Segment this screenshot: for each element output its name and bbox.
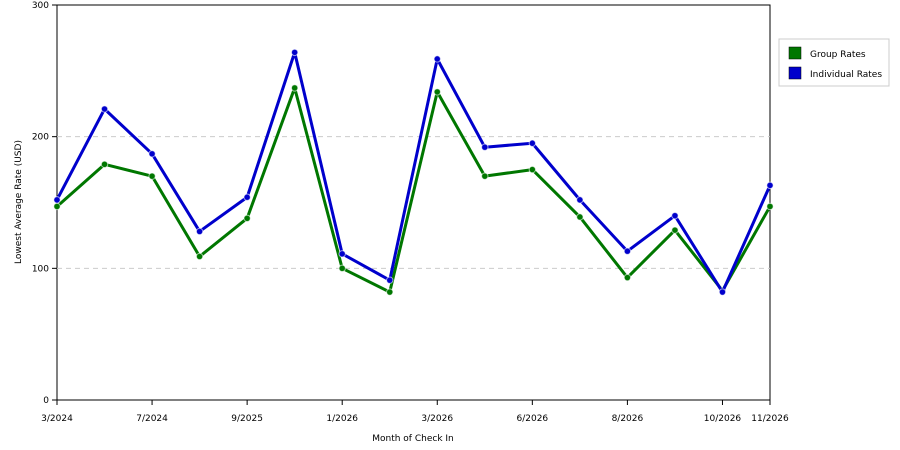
data-point-individual-rates bbox=[718, 288, 727, 296]
data-point-individual-rates bbox=[100, 105, 109, 113]
data-point-individual-rates bbox=[481, 143, 489, 151]
legend: Group Rates Individual Rates bbox=[778, 38, 890, 87]
x-tick-label: 11/2026 bbox=[751, 414, 789, 424]
y-tick-label: 0 bbox=[43, 396, 49, 406]
data-point-group-rates bbox=[195, 252, 204, 261]
data-point-individual-rates bbox=[243, 193, 251, 201]
data-point-group-rates bbox=[338, 264, 346, 273]
series-line-group-rates bbox=[56, 86, 772, 294]
y-tick-label: 200 bbox=[32, 133, 49, 143]
data-point-individual-rates bbox=[576, 196, 584, 204]
data-point-individual-rates bbox=[53, 196, 61, 204]
y-axis-title: Lowest Average Rate (USD) bbox=[14, 140, 24, 264]
data-point-individual-rates bbox=[148, 150, 156, 158]
y-tick-label: 100 bbox=[32, 264, 49, 274]
gridlines bbox=[57, 136, 770, 269]
data-point-individual-rates bbox=[386, 276, 394, 284]
x-tick-label: 9/2025 bbox=[231, 414, 263, 424]
legend-label-group-rates: Group Rates bbox=[810, 50, 866, 60]
data-point-individual-rates bbox=[528, 139, 537, 147]
x-tick-label: 8/2026 bbox=[612, 414, 644, 424]
series-line-individual-rates bbox=[55, 50, 772, 294]
data-point-group-rates bbox=[53, 202, 61, 211]
x-tick-label: 1/2026 bbox=[326, 414, 358, 424]
data-point-individual-rates bbox=[623, 247, 632, 255]
data-point-group-rates bbox=[671, 226, 679, 234]
data-point-individual-rates bbox=[290, 48, 299, 57]
legend-swatch-individual-rates bbox=[788, 66, 802, 80]
legend-label-individual-rates: Individual Rates bbox=[810, 70, 882, 80]
x-tick-label: 3/2024 bbox=[41, 414, 73, 424]
data-point-individual-rates bbox=[195, 227, 204, 236]
x-tick-label: 6/2026 bbox=[516, 414, 548, 424]
data-point-individual-rates bbox=[338, 250, 346, 258]
x-tick-label: 10/2026 bbox=[704, 414, 742, 424]
series-group-rates bbox=[53, 84, 774, 296]
data-point-group-rates bbox=[623, 273, 632, 282]
legend-swatch-group-rates bbox=[788, 46, 802, 60]
x-tick-label: 7/2024 bbox=[136, 414, 168, 424]
data-point-group-rates bbox=[100, 160, 109, 169]
y-tick-label: 300 bbox=[32, 1, 49, 11]
data-point-group-rates bbox=[386, 288, 394, 296]
x-axis-title: Month of Check In bbox=[372, 434, 454, 444]
data-point-group-rates bbox=[528, 165, 537, 174]
data-point-group-rates bbox=[290, 84, 299, 92]
data-point-individual-rates bbox=[766, 181, 774, 190]
data-point-group-rates bbox=[148, 172, 156, 180]
data-point-group-rates bbox=[433, 88, 441, 96]
data-point-individual-rates bbox=[433, 55, 441, 63]
x-tick-label: 3/2026 bbox=[421, 414, 453, 424]
data-point-individual-rates bbox=[671, 211, 679, 220]
data-point-group-rates bbox=[766, 202, 774, 211]
plot-area bbox=[56, 4, 771, 401]
data-point-group-rates bbox=[243, 214, 251, 223]
data-point-group-rates bbox=[481, 172, 489, 180]
series-lines bbox=[53, 48, 774, 296]
series-individual-rates bbox=[53, 48, 774, 296]
axes: 0 100 200 300 3/2024 7/2024 9/2025 1/2026 3/2026… bbox=[32, 1, 789, 424]
data-point-group-rates bbox=[576, 213, 584, 221]
